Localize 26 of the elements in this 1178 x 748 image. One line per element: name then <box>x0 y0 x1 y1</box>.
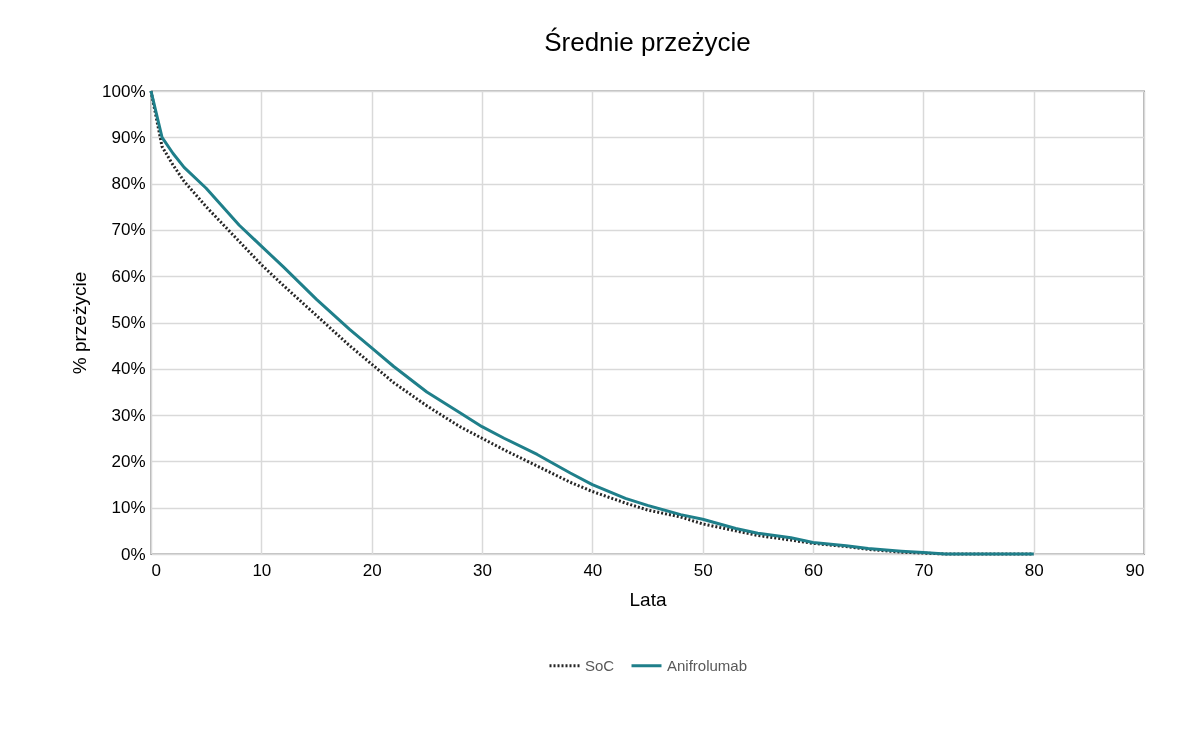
y-tick-label: 80% <box>111 174 146 194</box>
x-tick-label: 30 <box>473 560 492 580</box>
y-axis-title: % przeżycie <box>69 271 91 375</box>
x-tick-label: 40 <box>583 560 603 580</box>
y-tick-label: 20% <box>111 451 146 471</box>
x-tick-label: 80 <box>1024 560 1044 580</box>
x-tick-label: 50 <box>693 560 713 580</box>
chart-title: Średnie przeżycie <box>544 27 751 57</box>
x-axis-title: Lata <box>629 588 667 610</box>
x-tick-label: 10 <box>252 560 272 580</box>
y-tick-label: 90% <box>111 127 146 147</box>
y-tick-label: 0% <box>120 544 146 564</box>
y-tick-label: 70% <box>111 220 146 240</box>
y-tick-label: 40% <box>111 359 146 379</box>
y-tick-label: 100% <box>102 81 146 101</box>
x-tick-label: 90 <box>1125 560 1145 580</box>
y-tick-label: 60% <box>111 266 146 286</box>
legend-label: Anifrolumab <box>667 656 748 674</box>
y-tick-label: 50% <box>111 313 146 332</box>
y-tick-label: 10% <box>111 498 146 518</box>
x-tick-label: 20 <box>362 560 382 580</box>
x-tick-label: 0 <box>151 560 161 580</box>
y-tick-label: 30% <box>111 405 146 425</box>
x-tick-label: 60 <box>804 560 823 580</box>
legend-label: SoC <box>585 656 615 674</box>
x-tick-label: 70 <box>914 560 934 580</box>
